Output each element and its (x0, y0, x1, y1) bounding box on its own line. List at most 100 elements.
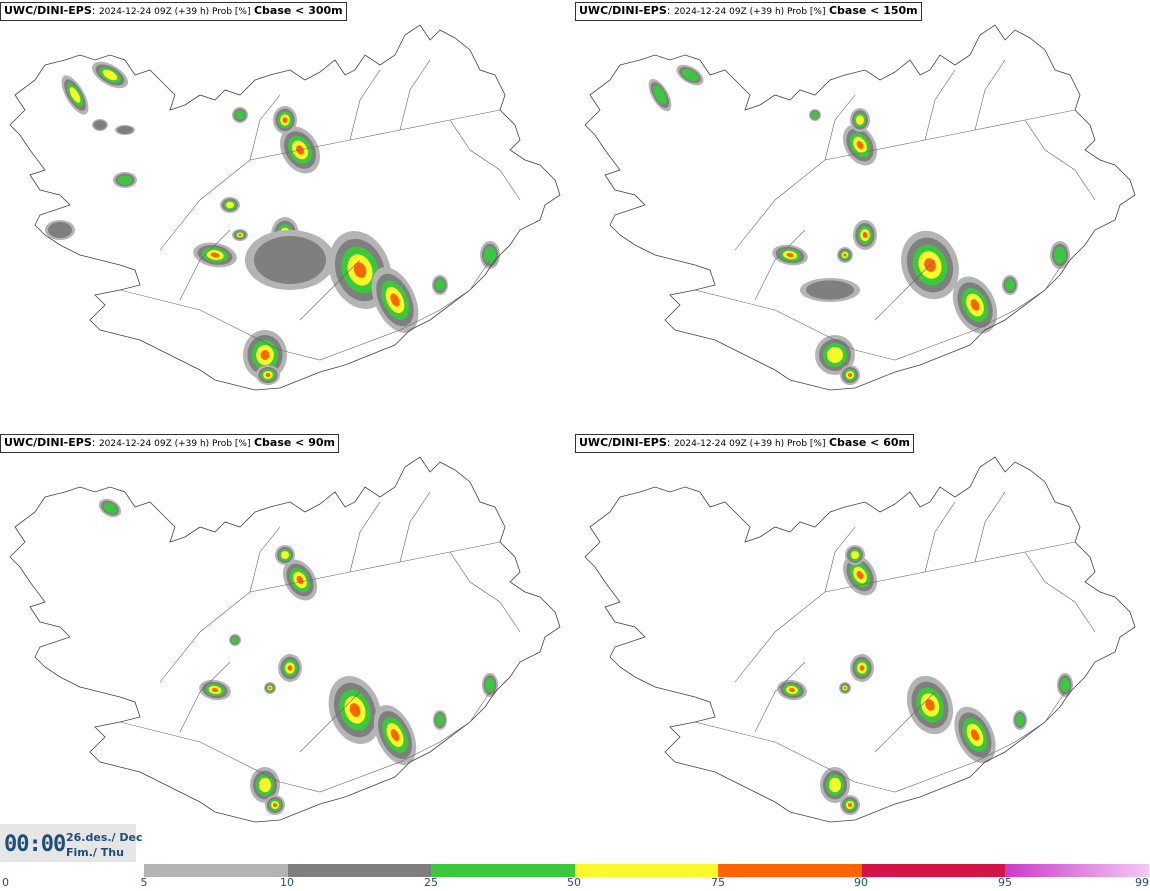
boundary-line (119, 691, 491, 793)
boundary-line (299, 691, 361, 753)
boundary-line (159, 109, 501, 251)
colorbar-tick: 75 (711, 876, 725, 889)
boundary-line (299, 259, 361, 321)
probability-area (45, 220, 75, 240)
boundary-line (754, 661, 806, 733)
probability-area (1050, 241, 1070, 269)
coastline (584, 24, 1136, 391)
probability-area (220, 197, 240, 213)
probability-area (850, 654, 874, 682)
colorbar-tick: 10 (280, 876, 294, 889)
probability-area (115, 125, 135, 135)
probability-area (91, 61, 129, 89)
valid-time: 00:00 (4, 832, 66, 857)
coastline (584, 456, 1136, 823)
probability-area (232, 229, 248, 241)
panel-title: UWC/DINI-EPS: 2024-12-24 09Z (+39 h) Pro… (575, 2, 922, 21)
probability-area (840, 365, 860, 385)
boundary-line (249, 94, 281, 161)
boundary-line (974, 491, 1006, 563)
probability-area (842, 124, 878, 166)
probability-area (772, 244, 808, 266)
boundary-line (449, 119, 521, 201)
map-panel-90m: UWC/DINI-EPS: 2024-12-24 09Z (+39 h) Pro… (0, 432, 575, 864)
colorbar-tick: 50 (567, 876, 581, 889)
map-panel-60m: UWC/DINI-EPS: 2024-12-24 09Z (+39 h) Pro… (575, 432, 1150, 864)
probability-area (809, 109, 821, 121)
boundary-line (249, 526, 281, 593)
probability-area (842, 554, 878, 596)
probability-area (906, 675, 954, 735)
colorbar-tick: 0 (2, 876, 9, 889)
probability-area (245, 230, 335, 290)
probability-area (371, 267, 419, 333)
boundary-line (924, 69, 956, 141)
iceland-map (584, 456, 1136, 823)
probability-area (282, 559, 318, 601)
boundary-line (349, 501, 381, 573)
probability-area (850, 108, 870, 132)
boundary-line (1024, 551, 1096, 633)
boundary-line (734, 109, 1076, 251)
probability-area (1002, 275, 1018, 295)
iceland-map (9, 456, 561, 823)
probability-area (273, 106, 297, 134)
boundary-line (449, 551, 521, 633)
probability-area (250, 767, 280, 803)
boundary-line (1024, 119, 1096, 201)
probability-area (432, 275, 448, 295)
boundary-line (824, 94, 856, 161)
probability-area (265, 795, 285, 815)
probability-area (229, 634, 241, 646)
colorbar-bin (431, 864, 575, 877)
probability-area (676, 64, 704, 86)
panel-title: UWC/DINI-EPS: 2024-12-24 09Z (+39 h) Pro… (0, 2, 347, 21)
probability-area (800, 278, 860, 302)
probability-area (256, 365, 280, 385)
probability-area (264, 682, 276, 694)
probability-area (373, 705, 417, 765)
probability-area (232, 107, 248, 123)
probability-area (433, 710, 447, 730)
boundary-line (159, 541, 501, 683)
colorbar-bin (718, 864, 862, 877)
colorbar-tick: 95 (998, 876, 1012, 889)
probability-area (278, 654, 302, 682)
probability-area (648, 78, 672, 112)
probability-area (243, 330, 287, 380)
map-panel-300m: UWC/DINI-EPS: 2024-12-24 09Z (+39 h) Pro… (0, 0, 575, 432)
probability-area (1013, 710, 1027, 730)
boundary-line (179, 229, 231, 301)
probability-area (845, 545, 865, 565)
colorbar-tick: 5 (140, 876, 148, 889)
probability-area (328, 676, 382, 744)
probability-area (840, 795, 860, 815)
probability-area (113, 172, 137, 188)
boundary-line (874, 259, 936, 321)
probability-area (193, 242, 237, 268)
colorbar-bin (861, 864, 1005, 877)
colorbar-tick: 25 (424, 876, 438, 889)
probability-area (199, 679, 231, 701)
probability-area (92, 119, 108, 131)
boundary-line (824, 526, 856, 593)
probability-area (952, 276, 998, 334)
probability-area (480, 241, 500, 269)
boundary-line (754, 229, 806, 301)
valid-time-box (0, 824, 136, 862)
probability-area (98, 498, 122, 518)
valid-weekday: Fim./ Thu (66, 846, 124, 859)
map-panel-150m: UWC/DINI-EPS: 2024-12-24 09Z (+39 h) Pro… (575, 0, 1150, 432)
boundary-line (694, 691, 1066, 793)
colorbar-bin (144, 864, 288, 877)
colorbar-tick: 90 (854, 876, 868, 889)
probability-area (275, 545, 295, 565)
probability-area (853, 220, 877, 250)
probability-area (777, 679, 807, 701)
probability-area (839, 682, 851, 694)
coastline (9, 456, 561, 823)
boundary-line (119, 259, 491, 361)
probability-area (1057, 673, 1073, 697)
boundary-line (179, 661, 231, 733)
boundary-line (974, 59, 1006, 131)
